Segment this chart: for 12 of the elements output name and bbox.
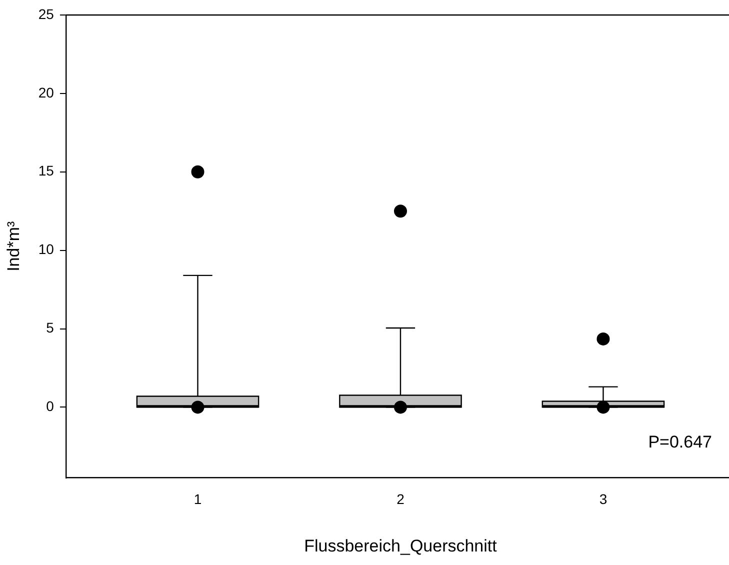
y-tick-label: 15	[38, 162, 54, 179]
x-axis-title: Flussbereich_Querschnitt	[304, 536, 498, 556]
y-tick-label: 0	[46, 398, 54, 414]
y-tick-label: 5	[46, 320, 54, 336]
x-tick-label: 1	[194, 491, 202, 508]
y-tick-label: 20	[38, 84, 54, 100]
x-tick-label: 3	[599, 491, 608, 508]
annotation: P=0.647	[648, 432, 712, 452]
y-tick-label: 25	[38, 6, 54, 22]
y-tick-label: 10	[38, 241, 54, 258]
x-tick-label: 2	[396, 491, 405, 508]
y-axis-title: Ind*m³	[4, 221, 23, 272]
